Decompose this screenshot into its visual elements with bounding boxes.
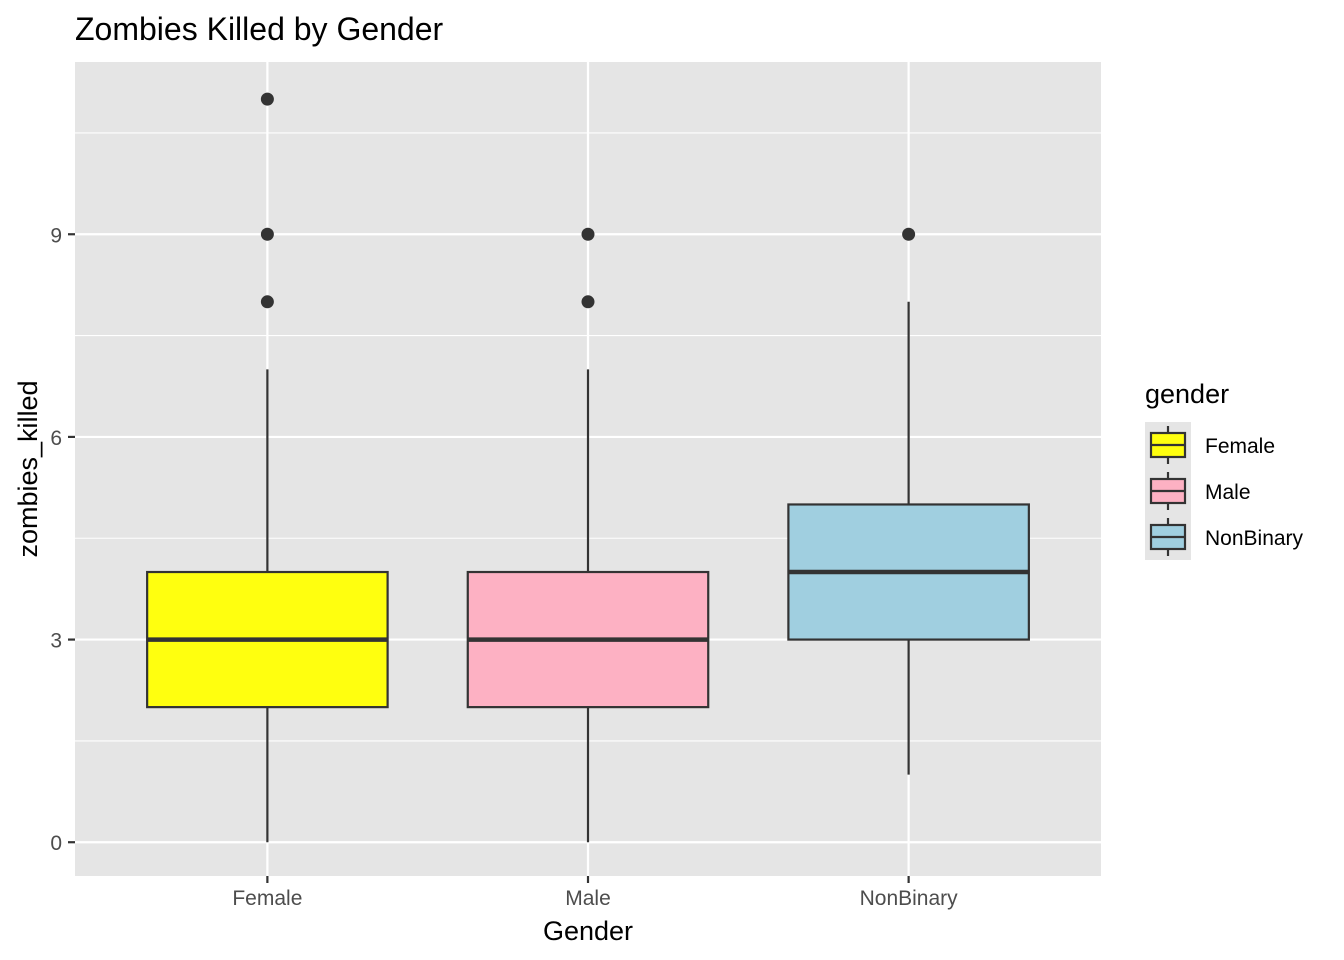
outlier-point [260,295,274,309]
x-tick-label: NonBinary [860,887,959,910]
legend-item-male: Male [1145,468,1251,514]
y-axis-label: zombies_killed [13,380,43,557]
outlier-point [902,227,916,241]
outlier-point [581,295,595,309]
y-tick-label: 6 [50,427,62,450]
x-tick-label: Female [232,887,302,910]
legend: gender Female Male NonBinary [1145,379,1304,560]
legend-label: Female [1205,435,1275,458]
legend-item-nonbinary: NonBinary [1145,514,1304,560]
boxes [146,92,1030,843]
legend-label: Male [1205,481,1251,504]
box-female [146,92,389,843]
legend-label: NonBinary [1205,527,1304,550]
y-axis: 0 3 6 9 [50,224,75,855]
y-tick-label: 9 [50,224,62,247]
x-axis: Female Male NonBinary [232,876,958,910]
box-male [466,227,710,843]
y-tick-label: 0 [50,832,62,855]
outlier-point [260,227,274,241]
chart-title: Zombies Killed by Gender [75,11,444,47]
y-tick-label: 3 [50,630,62,653]
outlier-point [260,92,274,106]
x-tick-label: Male [565,887,611,910]
legend-title: gender [1145,379,1229,409]
box-nonbinary [787,227,1030,775]
x-axis-label: Gender [543,916,633,946]
legend-item-female: Female [1145,422,1275,468]
outlier-point [581,227,595,241]
